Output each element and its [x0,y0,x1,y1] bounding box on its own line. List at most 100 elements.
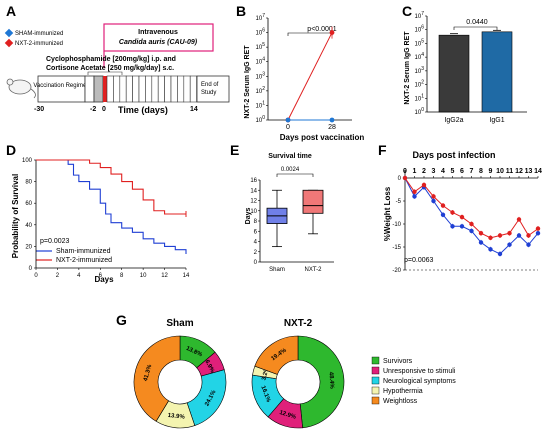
c-ylabel: NXT-2 Serum IgG RET [404,31,411,105]
g-slice-label: 12.9% [278,410,297,421]
f-point [488,247,493,252]
f-point [440,212,446,217]
g-slice-label: 41.3% [143,363,154,382]
f-point [497,251,503,257]
end-label-1: End of [201,82,219,88]
f-point [412,194,417,199]
end-label: Study [201,90,216,96]
f-x-tick-label: 13 [525,168,533,175]
b-x-tick-label: 28 [328,124,336,131]
sham-diamond-icon [4,28,14,38]
f-annotation: p=0.0063 [404,257,433,264]
time-axis-title: Time (days) [118,105,168,115]
b-y-tick-label: 105 [256,42,266,51]
c-y-tick-label: 106 [415,25,425,34]
d-x-tick-label: 12 [161,273,168,279]
f-point [507,242,512,247]
f-point [459,214,465,220]
d-x-tick-label: 6 [99,273,103,279]
g-slice-label: 3.2% [261,366,270,381]
day-box [177,75,185,103]
infection-day-marker [103,76,107,102]
tick-minus30: -30 [34,106,44,113]
e-y-tick-label: 8 [254,219,258,225]
day-box [189,75,197,103]
g-legend-label: Weightloss [383,398,418,405]
g-legend-swatch [371,376,380,385]
day-box [119,75,127,103]
b-y-tick-label: 106 [256,28,266,37]
b-point [285,117,291,123]
b-y-tick-label: 107 [256,13,266,22]
panel-label-c: C [402,3,412,19]
day-box [183,75,191,103]
f-point [469,228,474,234]
panel-label-b: B [236,3,246,19]
g-pie-slice [297,335,345,429]
c-y-tick-label: 100 [415,107,425,116]
g-legend-label: Neurological symptoms [383,378,456,385]
intravenous-title: Intravenous [138,29,178,36]
panel-label-e: E [230,142,239,158]
f-point [450,210,455,215]
f-x-tick-label: 6 [460,168,464,175]
e-title: Survival time [268,153,312,160]
g-pie-slice [133,335,181,422]
f-point [412,189,417,194]
day-boxes [106,75,197,103]
legend-sham: SHAM-immunized [15,31,63,37]
g-legend-swatch [371,386,380,395]
c-y-tick-label: 101 [415,93,425,102]
d-legend-nxt2: NXT-2-immunized [56,257,112,264]
f-point [516,233,522,238]
end-box [196,75,230,103]
f-point [478,240,484,245]
b-y-tick-label: 101 [256,100,266,109]
f-point [469,221,474,227]
d-annotation: p=0.0023 [40,238,69,245]
intravenous-box [103,23,214,52]
e-y-tick-label: 10 [250,209,257,215]
mouse-icon [6,78,36,99]
c-y-tick-label: 105 [415,38,425,47]
c-y-tick-label: 107 [415,11,425,20]
d-x-tick-label: 4 [77,273,81,279]
g-pie-slice [186,369,227,426]
tick-minus2: -2 [90,106,96,113]
f-x-tick-label: 1 [413,168,417,175]
d-survival-curve [36,159,186,215]
day-box [132,75,140,103]
vaccination-box [37,75,86,103]
panel-b: NXT-2 Serum IgG RET Days post vaccinatio… [244,13,364,142]
e-y-tick-label: 6 [254,229,258,235]
panel-label-d: D [6,142,16,158]
f-y-tick-label: 0 [398,176,402,182]
day-box [145,75,153,103]
legend-nxt2: NXT-2-immunized [15,41,63,47]
f-x-tick-label: 5 [451,168,455,175]
panel-c: NXT-2 Serum IgG RET 0.0440 100 101 102 103 1… [404,11,527,124]
cyclo-line-2: Cortisone Acetate [250 mg/kg/day] s.c. [46,65,174,72]
f-series-line [404,177,539,255]
d-legend-sham: Sham-immunized [56,248,111,255]
e-category-label: Sham [269,267,285,273]
day-box [157,75,165,103]
tick-14: 14 [190,106,198,113]
g-slice-label: 13.9% [167,413,185,421]
f-point [440,203,446,208]
day-box [164,75,172,103]
panel-label-f: F [378,142,387,158]
d-survival-curve [36,159,187,254]
f-point [450,224,455,229]
e-y-tick-label: 2 [254,250,258,256]
g-title-nxt2: NXT-2 [284,318,313,329]
f-point [431,194,436,199]
panel-label-g: G [116,312,127,328]
f-x-tick-label: 9 [489,168,493,175]
f-point [526,233,531,238]
f-point [507,231,512,236]
f-y-tick-label: -15 [392,245,401,251]
nxt2-diamond-icon [4,38,14,48]
f-point [402,175,408,181]
b-y-tick-label: 104 [256,57,266,66]
